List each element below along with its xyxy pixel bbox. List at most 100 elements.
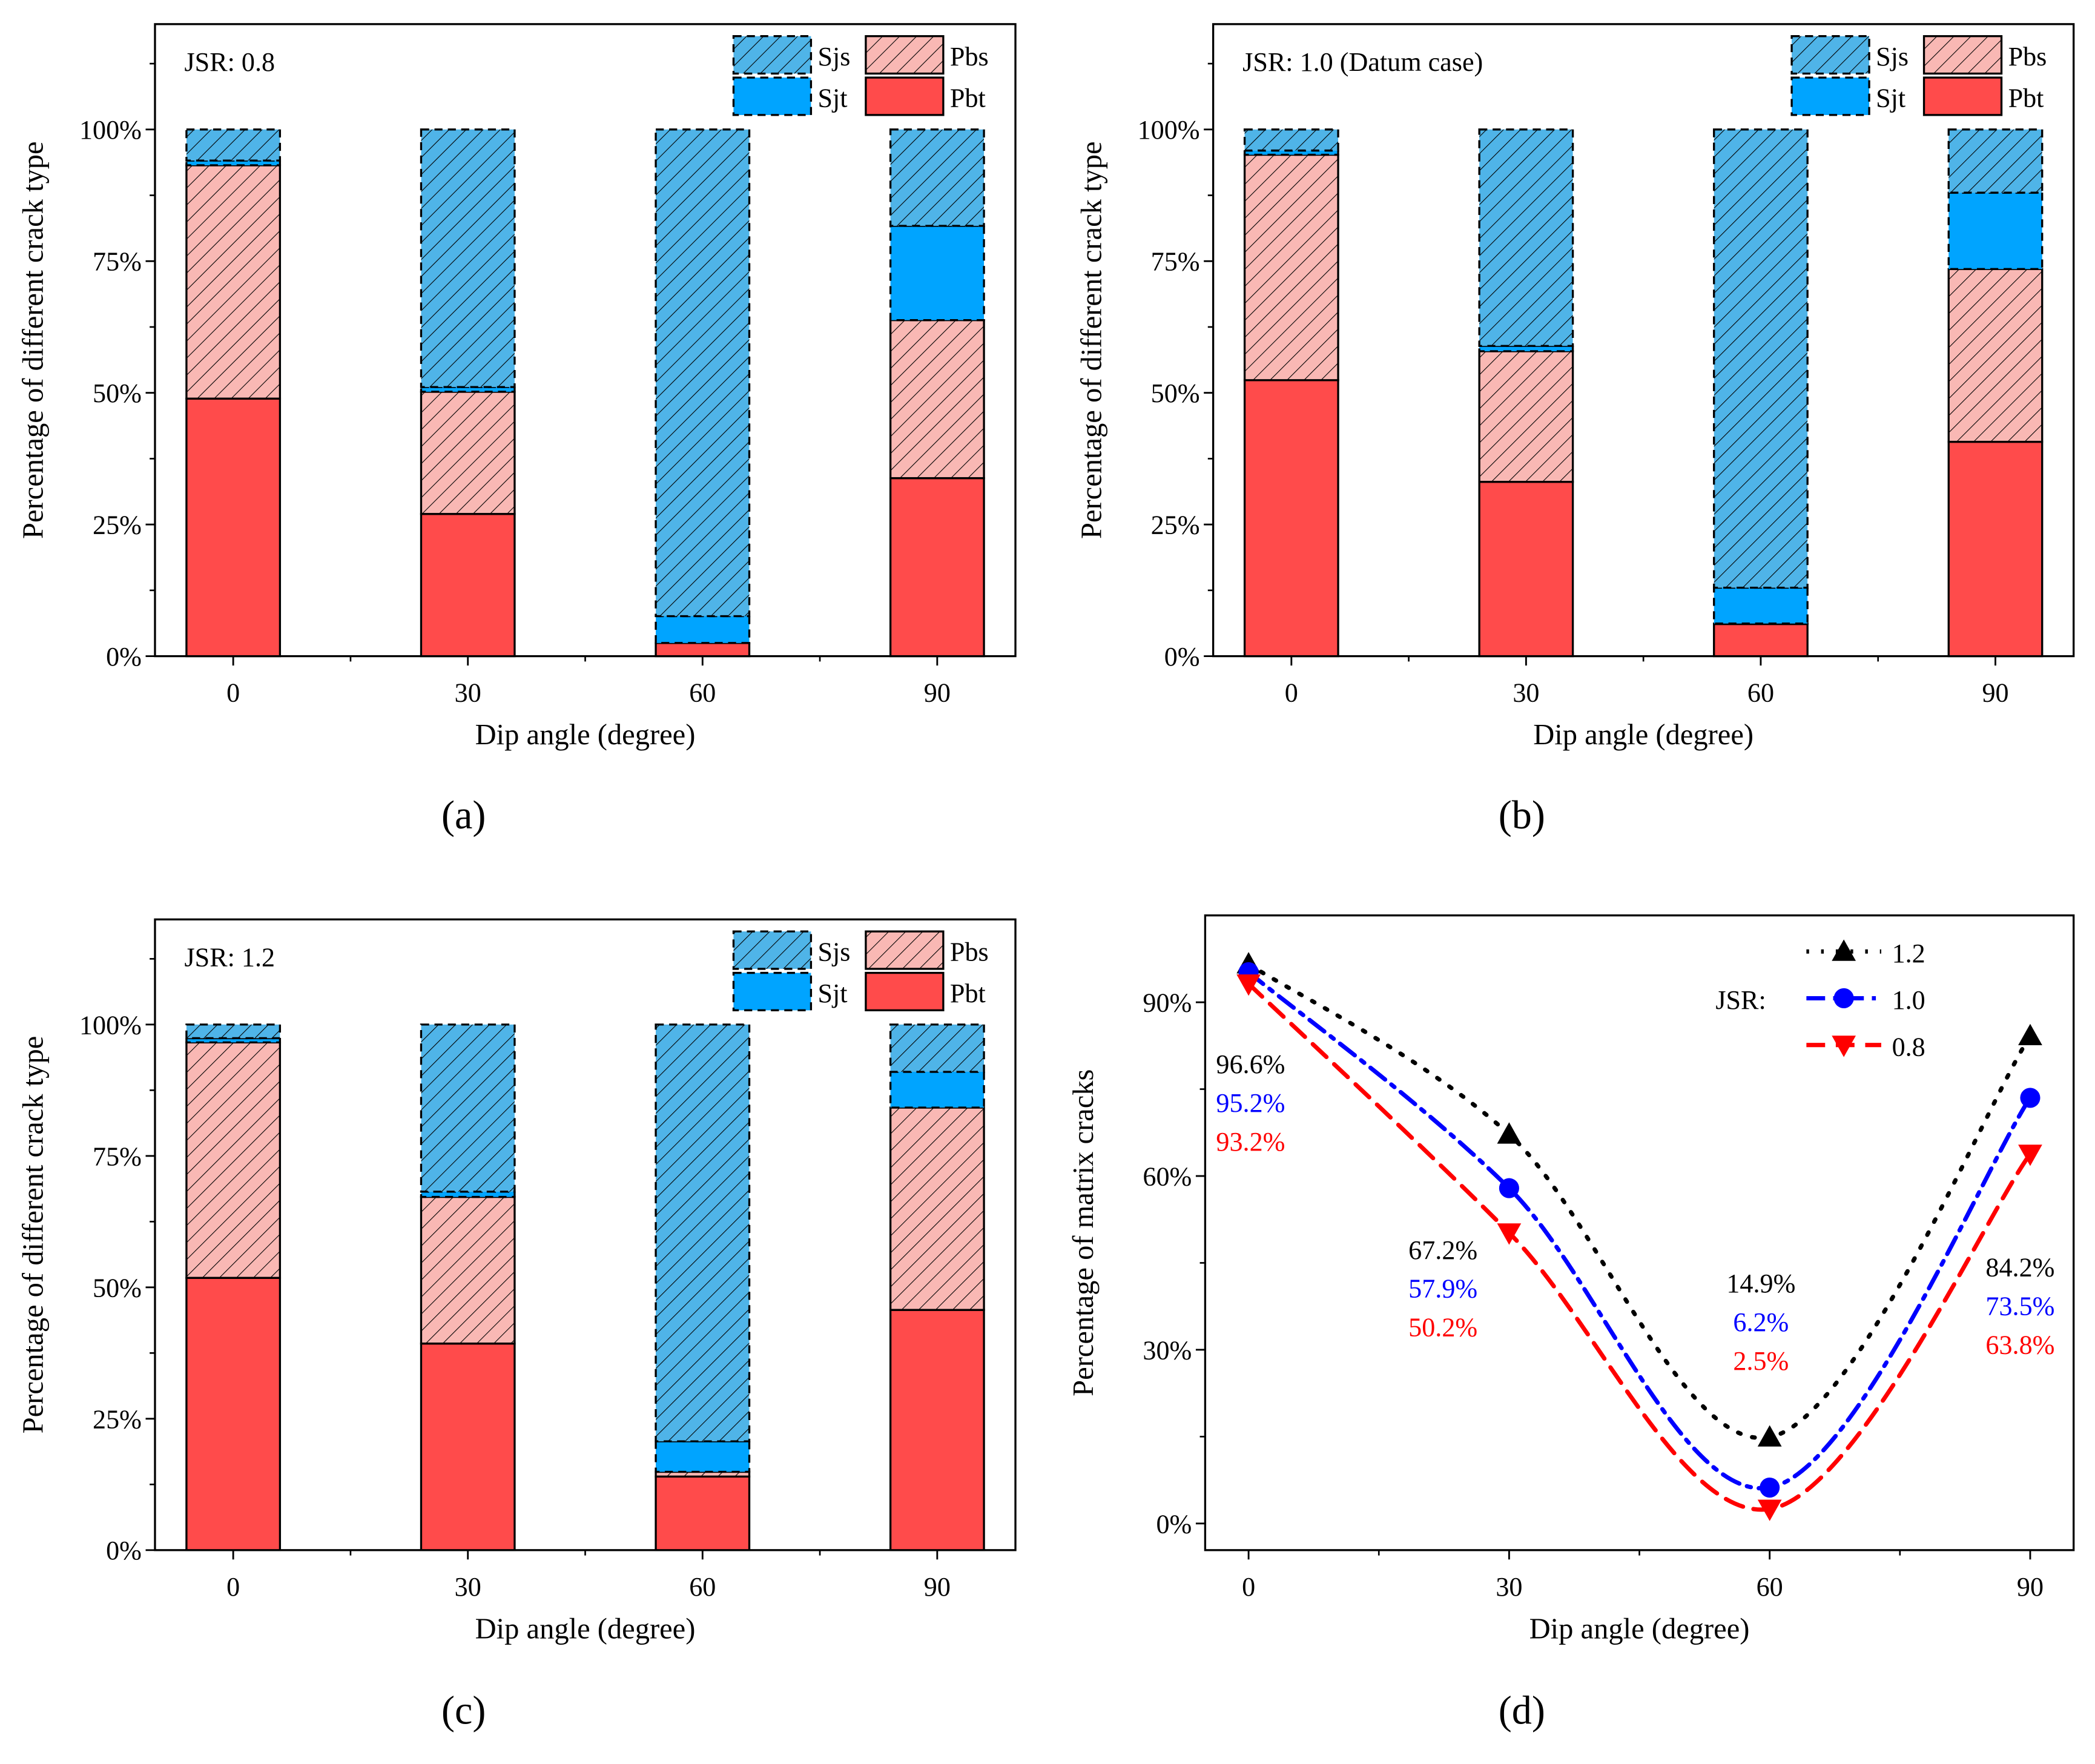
bar-hatch-pbs bbox=[1479, 351, 1573, 482]
x-tick-label: 90 bbox=[2017, 1572, 2044, 1602]
panel-label: (a) bbox=[441, 793, 486, 837]
bar-hatch-sjs bbox=[656, 129, 750, 616]
bar-segment-sjt bbox=[655, 615, 751, 644]
x-tick-label: 60 bbox=[1747, 678, 1774, 708]
legend-label-pbs: Pbs bbox=[950, 937, 989, 967]
jsr-annotation: JSR: 0.8 bbox=[185, 47, 275, 77]
y-tick-label: 75% bbox=[93, 1141, 142, 1171]
bar-segment-pbt bbox=[889, 477, 985, 658]
data-point-1.2 bbox=[1757, 1425, 1782, 1447]
data-label-0.8: 63.8% bbox=[1985, 1330, 2054, 1359]
panel-a: 0 30 60 90 0% 25% 50% 75% 100% Dip angle (degree)… bbox=[18, 23, 1017, 837]
legend-label-sjt: Sjt bbox=[817, 979, 847, 1008]
bar-hatch-sjs bbox=[890, 129, 985, 226]
bar-segment-pbt bbox=[420, 1343, 516, 1551]
legend-label-pbt: Pbt bbox=[950, 979, 986, 1008]
legend-swatch-sjt bbox=[732, 971, 813, 1011]
legend-swatch-pbt bbox=[865, 76, 945, 116]
x-tick-label: 90 bbox=[1982, 678, 2008, 708]
bar-segment-pbt bbox=[1713, 623, 1809, 658]
x-tick-label: 30 bbox=[455, 678, 481, 708]
bar-hatch-sjs bbox=[421, 129, 515, 388]
legend-label-0.8: 0.8 bbox=[1892, 1032, 1925, 1062]
data-label-0.8: 2.5% bbox=[1733, 1346, 1789, 1376]
data-label-0.8: 50.2% bbox=[1408, 1313, 1477, 1343]
y-tick-label: 100% bbox=[1138, 115, 1200, 145]
x-tick-label: 90 bbox=[924, 1572, 951, 1602]
legend-marker-1.2 bbox=[1832, 939, 1856, 961]
data-point-1.2 bbox=[2018, 1023, 2042, 1046]
y-tick-label: 100% bbox=[79, 115, 142, 145]
series-line-0.8 bbox=[1246, 981, 2033, 1512]
y-axis-label: Percentage of different crack type bbox=[18, 141, 50, 539]
legend-label-pbt: Pbt bbox=[2008, 84, 2044, 113]
y-tick-label: 75% bbox=[93, 247, 142, 277]
panel-label: (c) bbox=[441, 1689, 486, 1733]
bar-segment-pbt bbox=[889, 1309, 985, 1551]
bar-segment-pbt bbox=[1478, 481, 1574, 658]
x-tick-label: 30 bbox=[1496, 1572, 1522, 1602]
plot-frame bbox=[1212, 23, 2075, 658]
x-tick-label: 60 bbox=[689, 678, 716, 708]
bar-segment-pbt bbox=[655, 1475, 751, 1551]
bar-hatch-pbs bbox=[421, 391, 515, 514]
legend-label-sjs: Sjs bbox=[817, 42, 850, 71]
x-tick-label: 30 bbox=[455, 1572, 481, 1602]
bar-hatch-sjs bbox=[1244, 129, 1339, 151]
y-tick-label: 100% bbox=[79, 1010, 142, 1040]
data-label-0.8: 93.2% bbox=[1216, 1127, 1285, 1157]
bar-segment-sjt bbox=[1713, 586, 1809, 625]
y-tick-label: 30% bbox=[1143, 1335, 1192, 1365]
y-axis-label: Percentage of different crack type bbox=[18, 1036, 50, 1434]
data-point-1.0 bbox=[1499, 1178, 1519, 1198]
bar-segment-pbt bbox=[1947, 440, 2044, 658]
bar-hatch-pbs bbox=[186, 1042, 280, 1278]
bar-hatch-sjs bbox=[186, 1024, 280, 1039]
y-tick-label: 25% bbox=[93, 1404, 142, 1434]
bar-segment-pbt bbox=[185, 1277, 282, 1551]
bar-segment-pbt bbox=[1243, 379, 1339, 658]
panel-c: 0 30 60 90 0% 25% 50% 75% 100% Dip angle (degree)… bbox=[18, 918, 1017, 1733]
bar-segment-pbt bbox=[420, 513, 516, 658]
legend-hatch bbox=[733, 36, 811, 74]
x-tick-label: 0 bbox=[1242, 1572, 1255, 1602]
bar-hatch-sjs bbox=[186, 129, 280, 161]
y-tick-label: 0% bbox=[106, 1536, 142, 1565]
bar-hatch-sjs bbox=[890, 1024, 985, 1072]
x-axis-label: Dip angle (degree) bbox=[1533, 719, 1754, 751]
x-axis-label: Dip angle (degree) bbox=[475, 1613, 696, 1645]
x-tick-label: 0 bbox=[1285, 678, 1298, 708]
legend-label-1.2: 1.2 bbox=[1892, 939, 1925, 968]
y-tick-label: 0% bbox=[1156, 1509, 1192, 1539]
y-tick-label: 0% bbox=[106, 642, 142, 672]
bar-hatch-pbs bbox=[1244, 154, 1339, 380]
panel-d: 0 30 60 90 0% 30% 60% 90% Dip angle (degree) Perc… bbox=[1067, 914, 2075, 1733]
data-label-1.2: 14.9% bbox=[1726, 1269, 1795, 1298]
bar-segment-pbt bbox=[185, 397, 282, 658]
bar-hatch-pbs bbox=[421, 1197, 515, 1344]
panel-label: (d) bbox=[1499, 1689, 1545, 1733]
x-tick-label: 30 bbox=[1513, 678, 1539, 708]
y-tick-label: 90% bbox=[1143, 988, 1192, 1018]
legend-hatch bbox=[1924, 36, 2002, 74]
y-tick-label: 60% bbox=[1143, 1161, 1192, 1191]
legend-label-1.0: 1.0 bbox=[1892, 985, 1925, 1015]
legend-title: JSR: bbox=[1715, 985, 1766, 1015]
jsr-annotation: JSR: 1.2 bbox=[185, 943, 275, 973]
legend-label-pbs: Pbs bbox=[2008, 42, 2047, 71]
legend-label-sjt: Sjt bbox=[817, 84, 847, 113]
y-tick-label: 50% bbox=[1151, 378, 1200, 408]
panel-b: 0 30 60 90 0% 25% 50% 75% 100% Dip angle (degree)… bbox=[1075, 23, 2075, 837]
y-tick-label: 25% bbox=[93, 510, 142, 540]
bar-segment-sjt bbox=[655, 1440, 751, 1473]
x-axis-label: Dip angle (degree) bbox=[1529, 1613, 1750, 1645]
bar-segment-pbt bbox=[655, 642, 751, 658]
y-axis-label: Percentage of matrix cracks bbox=[1067, 1069, 1100, 1396]
data-label-1.2: 84.2% bbox=[1985, 1252, 2054, 1282]
legend-swatch-pbt bbox=[865, 971, 945, 1011]
data-point-1.2 bbox=[1497, 1122, 1522, 1144]
legend-marker-1.0 bbox=[1833, 988, 1854, 1009]
bar-segment-sjt bbox=[889, 225, 985, 322]
y-tick-label: 50% bbox=[93, 1273, 142, 1303]
